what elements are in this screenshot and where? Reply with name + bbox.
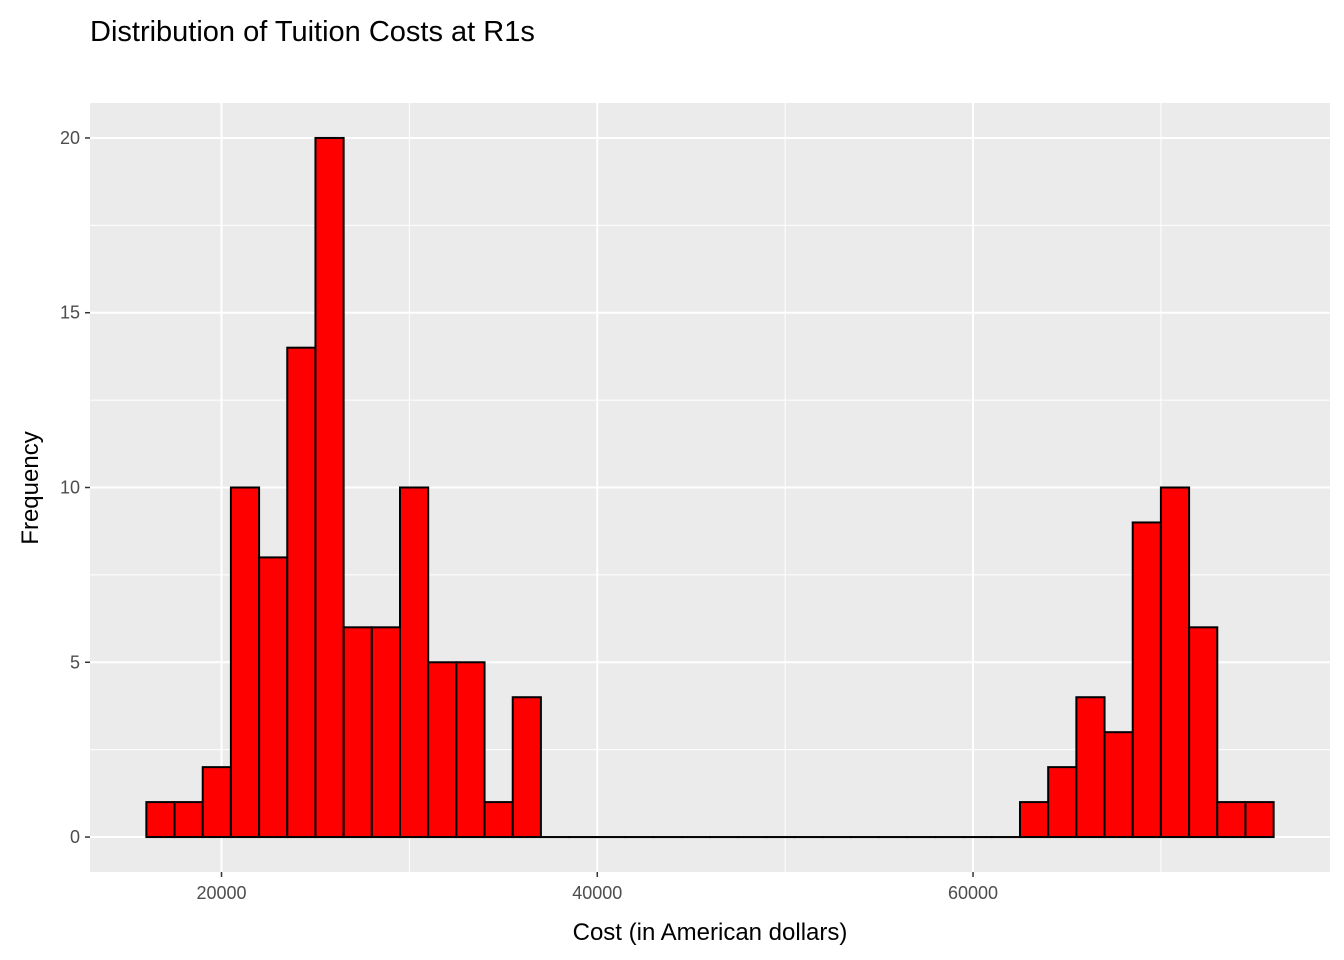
histogram-bar — [145, 801, 176, 839]
x-tick-label: 60000 — [948, 883, 998, 903]
histogram-bar — [314, 136, 345, 839]
histogram-bar — [258, 556, 289, 839]
histogram-bar — [1075, 696, 1106, 839]
histogram-bar — [370, 626, 401, 839]
histogram-bar — [1216, 801, 1247, 839]
histogram-bar — [511, 696, 542, 839]
histogram-bars — [145, 136, 1275, 839]
x-axis: 20000 40000 60000 — [196, 872, 998, 903]
histogram-bar — [427, 661, 458, 839]
x-tick-label: 20000 — [196, 883, 246, 903]
chart-title: Distribution of Tuition Costs at R1s — [90, 16, 535, 48]
y-tick-label: 15 — [60, 303, 80, 323]
histogram-bar — [173, 801, 204, 839]
histogram-bar — [1159, 486, 1191, 839]
y-tick-label: 5 — [70, 652, 80, 672]
y-tick-label: 10 — [60, 478, 80, 498]
histogram-bar — [342, 626, 373, 839]
y-axis: 0 5 10 15 20 — [60, 128, 90, 847]
histogram-bar — [1131, 521, 1162, 839]
x-axis-title: Cost (in American dollars) — [573, 919, 848, 946]
histogram-bar — [483, 801, 514, 839]
histogram-bar — [1188, 626, 1219, 839]
histogram-bar — [1103, 731, 1134, 839]
histogram-bar — [399, 486, 430, 839]
y-axis-title: Frequency — [17, 431, 44, 544]
histogram-bar — [1244, 801, 1275, 839]
histogram-bar — [455, 661, 486, 839]
y-tick-label: 20 — [60, 128, 80, 148]
x-tick-label: 40000 — [572, 883, 622, 903]
histogram-bar — [229, 486, 261, 839]
histogram-bar — [1047, 766, 1078, 839]
histogram-bar — [286, 346, 317, 839]
histogram-bar — [201, 766, 232, 839]
histogram-bar — [1019, 801, 1050, 839]
y-tick-label: 0 — [70, 827, 80, 847]
